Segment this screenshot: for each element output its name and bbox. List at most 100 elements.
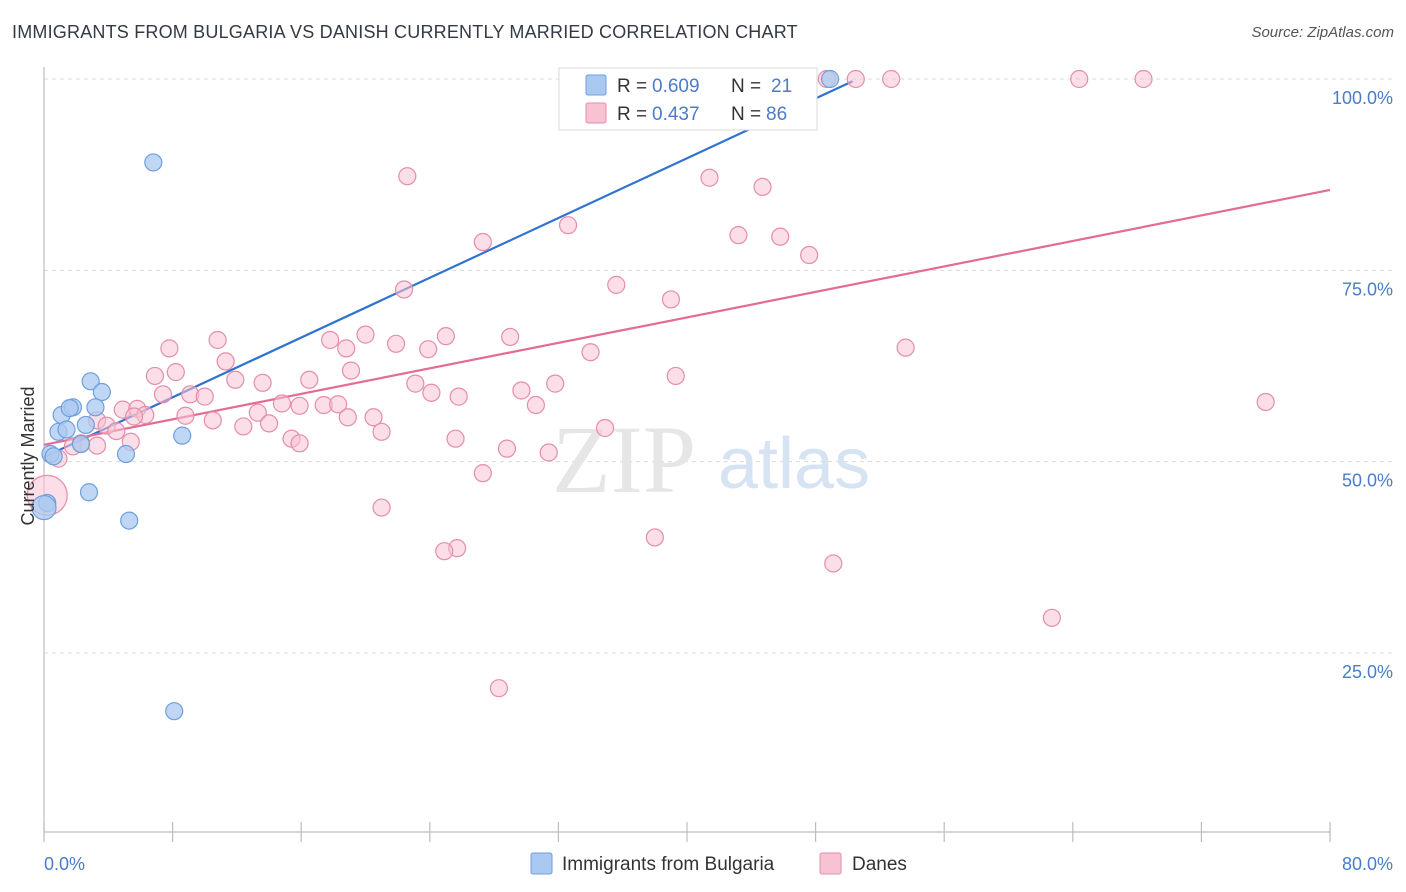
danes-point: [272, 394, 292, 413]
danes-point: [321, 330, 340, 350]
bulgaria-point: [173, 426, 192, 445]
danes-point: [1042, 608, 1062, 627]
danes-point: [882, 69, 901, 89]
danes-point: [372, 422, 391, 441]
danes-point: [449, 387, 468, 406]
danes-point: [87, 436, 107, 455]
bulgaria-point: [86, 398, 105, 417]
bulgaria-point: [57, 420, 76, 439]
watermark-atlas: atlas: [718, 424, 870, 504]
danes-point: [226, 370, 245, 389]
bulgaria-point: [165, 702, 184, 721]
danes-point: [203, 411, 222, 430]
danes-point: [435, 542, 454, 561]
danes-point: [341, 361, 361, 380]
danes-point: [166, 363, 185, 382]
danes-point: [337, 339, 356, 358]
bulgaria-point: [44, 447, 63, 466]
legend-r-value-1: 0.609: [652, 76, 700, 97]
danes-point: [824, 554, 843, 573]
danes-point: [729, 226, 748, 245]
danes-point: [846, 69, 865, 89]
danes-point: [338, 408, 357, 427]
danes-point: [195, 387, 214, 406]
chart-title: IMMIGRANTS FROM BULGARIA VS DANISH CURRE…: [12, 22, 798, 42]
danes-point: [406, 374, 425, 393]
danes-point: [473, 464, 492, 483]
x-tick-label-min: 0.0%: [44, 854, 85, 874]
series-legend-label-1: Immigrants from Bulgaria: [562, 854, 775, 875]
danes-point: [539, 443, 558, 462]
correlation-legend: R = 0.609 N = 21 R = 0.437 N = 86: [558, 67, 818, 131]
danes-point: [1256, 392, 1275, 412]
data-points: [26, 69, 1275, 721]
danes-point: [497, 439, 517, 458]
danes-point: [661, 290, 681, 309]
y-tick-labels: 25.0% 50.0% 75.0% 100.0%: [1332, 88, 1393, 682]
danes-point: [489, 679, 509, 698]
danes-point: [422, 383, 441, 402]
bulgaria-point: [92, 382, 111, 402]
danes-point: [446, 429, 465, 448]
legend-r-label-1: R =: [617, 76, 647, 97]
danes-point: [607, 275, 626, 294]
danes-point: [394, 280, 414, 299]
danes-point: [526, 395, 545, 415]
bulgaria-point: [120, 511, 139, 530]
danes-point: [800, 245, 819, 265]
series-legend-label-2: Danes: [852, 854, 907, 875]
danes-point: [253, 373, 272, 392]
trend-line-danes: [43, 188, 1331, 446]
series-legend-swatch-blue: [530, 852, 553, 875]
danes-point: [160, 339, 179, 358]
gridlines: [44, 78, 1393, 654]
danes-point: [546, 374, 565, 393]
danes-point: [372, 498, 391, 517]
bulgaria-point: [31, 494, 57, 521]
x-tick-label-max: 80.0%: [1342, 854, 1393, 874]
danes-point: [248, 403, 267, 422]
danes-point: [176, 406, 195, 425]
watermark-zip: ZIP: [552, 406, 696, 513]
bulgaria-point: [81, 372, 100, 391]
bulgaria-point: [79, 483, 99, 502]
trend-line-bulgaria: [43, 80, 854, 459]
danes-point: [436, 327, 455, 346]
danes-point: [356, 325, 375, 344]
danes-point: [896, 338, 915, 357]
danes-point: [386, 334, 406, 353]
danes-point: [153, 385, 173, 404]
bulgaria-point: [116, 444, 136, 464]
danes-point: [700, 168, 719, 187]
legend-swatch-blue: [585, 74, 607, 96]
trend-lines: [43, 80, 1331, 459]
danes-point: [666, 366, 685, 386]
legend-n-value-1: 21: [771, 76, 792, 97]
danes-point: [259, 414, 279, 433]
bulgaria-point: [76, 415, 95, 435]
series-legend-swatch-pink: [819, 852, 842, 875]
legend-n-label-1: N =: [731, 76, 761, 97]
danes-point: [645, 528, 664, 547]
y-tick-label: 75.0%: [1342, 279, 1393, 299]
danes-point: [290, 396, 309, 415]
y-axis-label: Currently Married: [18, 386, 38, 525]
legend-n-value-2: 86: [766, 104, 787, 125]
danes-point: [753, 177, 772, 197]
bulgaria-point: [144, 153, 163, 172]
source-credit: Source: ZipAtlas.com: [1251, 24, 1394, 41]
danes-point: [771, 227, 790, 246]
danes-point: [473, 232, 492, 252]
bulgaria-point: [71, 434, 91, 454]
legend-n-label-2: N =: [731, 104, 761, 125]
danes-point: [1070, 69, 1089, 89]
danes-point: [419, 340, 438, 359]
y-tick-label: 25.0%: [1342, 662, 1393, 682]
bulgaria-point: [820, 69, 840, 89]
danes-point: [234, 417, 253, 436]
y-tick-label: 50.0%: [1342, 471, 1393, 491]
legend-r-label-2: R =: [617, 104, 647, 125]
danes-point: [501, 327, 520, 347]
y-tick-label: 100.0%: [1332, 88, 1393, 108]
series-legend: Immigrants from Bulgaria Danes: [530, 852, 907, 875]
